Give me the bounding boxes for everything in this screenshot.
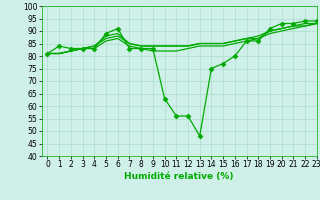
X-axis label: Humidité relative (%): Humidité relative (%) <box>124 172 234 181</box>
